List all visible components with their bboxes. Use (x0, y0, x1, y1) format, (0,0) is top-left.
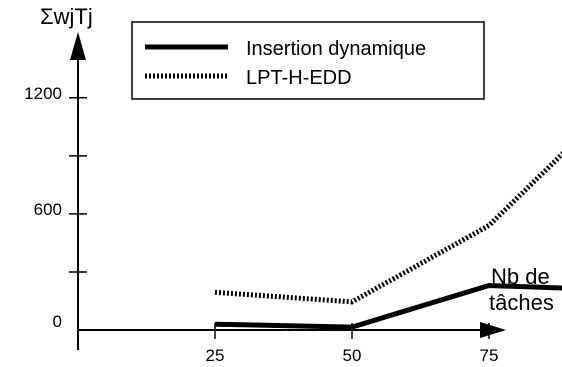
series-line-insertion-dynamique (214, 282, 562, 330)
x-tick-label: 75 (480, 346, 499, 365)
series (214, 150, 562, 330)
x-axis-title-line1: Nb de (491, 264, 550, 289)
legend: Insertion dynamique LPT-H-EDD (131, 21, 485, 100)
x-tick-label: 50 (343, 346, 362, 365)
series-line-lpt-h-edd (214, 150, 562, 305)
y-axis-title: ΣwjTj (40, 4, 93, 29)
y-tick-label: 600 (34, 200, 62, 219)
legend-label-insertion-dynamique: Insertion dynamique (246, 38, 426, 60)
x-axis-title-line2: tâches (489, 290, 554, 315)
x-axis-arrow (480, 322, 506, 338)
y-axis-arrow (70, 32, 86, 60)
legend-label-lpt-h-edd: LPT-H-EDD (246, 67, 352, 89)
y-tick-label: 0 (53, 312, 62, 331)
x-tick-label: 25 (206, 346, 225, 365)
y-tick-label: 1200 (24, 84, 62, 103)
ticks: 06001200255075100 (24, 84, 499, 365)
legend-box (131, 21, 485, 100)
